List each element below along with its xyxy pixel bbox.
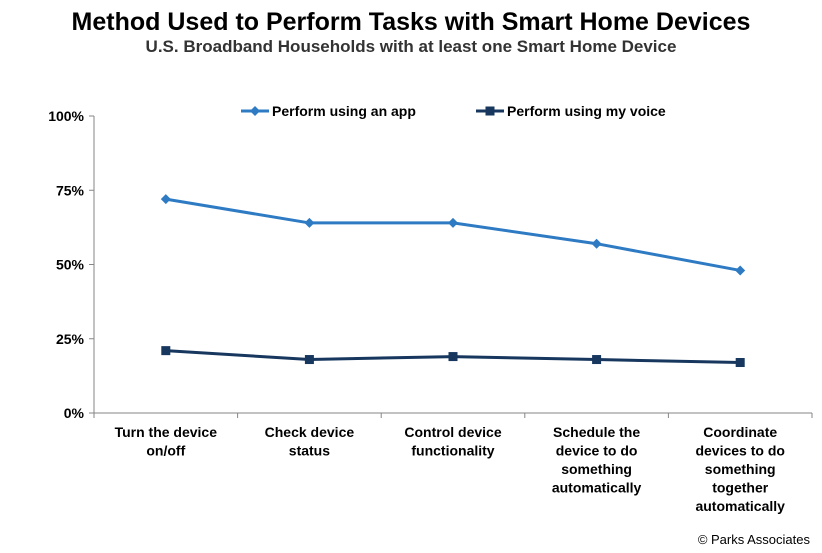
y-tick-label: 50% xyxy=(56,257,85,273)
series-line xyxy=(165,197,741,272)
legend-marker xyxy=(250,106,260,116)
y-tick-label: 0% xyxy=(64,405,85,421)
data-point xyxy=(592,355,602,365)
x-category-label: Check device status xyxy=(265,424,355,459)
y-tick-label: 75% xyxy=(56,182,85,198)
x-category-label: Coordinate devices to do something together… xyxy=(695,424,785,514)
data-point xyxy=(304,217,315,228)
x-category-label: Schedule the device to do something automat… xyxy=(552,424,642,496)
credit-text: © Parks Associates xyxy=(698,532,811,547)
x-axis-categories: Turn the device on/off Check device status C… xyxy=(93,413,813,514)
data-point xyxy=(735,358,745,368)
y-tick-label: 25% xyxy=(56,331,85,347)
data-point xyxy=(735,265,746,276)
legend-item: Perform using my voice xyxy=(476,103,666,119)
data-point xyxy=(448,352,458,362)
legend-label: Perform using an app xyxy=(272,103,416,119)
data-point xyxy=(160,194,171,205)
chart-title: Method Used to Perform Tasks with Smart … xyxy=(72,8,751,36)
y-tick-label: 100% xyxy=(48,108,84,124)
series-group xyxy=(160,194,746,368)
data-point xyxy=(448,217,458,228)
data-point xyxy=(304,355,314,365)
legend-item: Perform using an app xyxy=(241,103,416,119)
legend-label: Perform using my voice xyxy=(507,103,666,119)
legend: Perform using an app Perform using my voi… xyxy=(241,103,666,119)
x-category-label: Turn the device on/off xyxy=(115,424,218,459)
data-point xyxy=(591,238,602,249)
legend-marker xyxy=(485,106,495,116)
y-axis-ticks: 0% 25% 50% 75% 100% xyxy=(48,108,94,421)
data-point xyxy=(161,346,171,356)
x-category-label: Control device functionality xyxy=(404,424,501,459)
chart-subtitle: U.S. Broadband Households with at least … xyxy=(146,37,677,56)
